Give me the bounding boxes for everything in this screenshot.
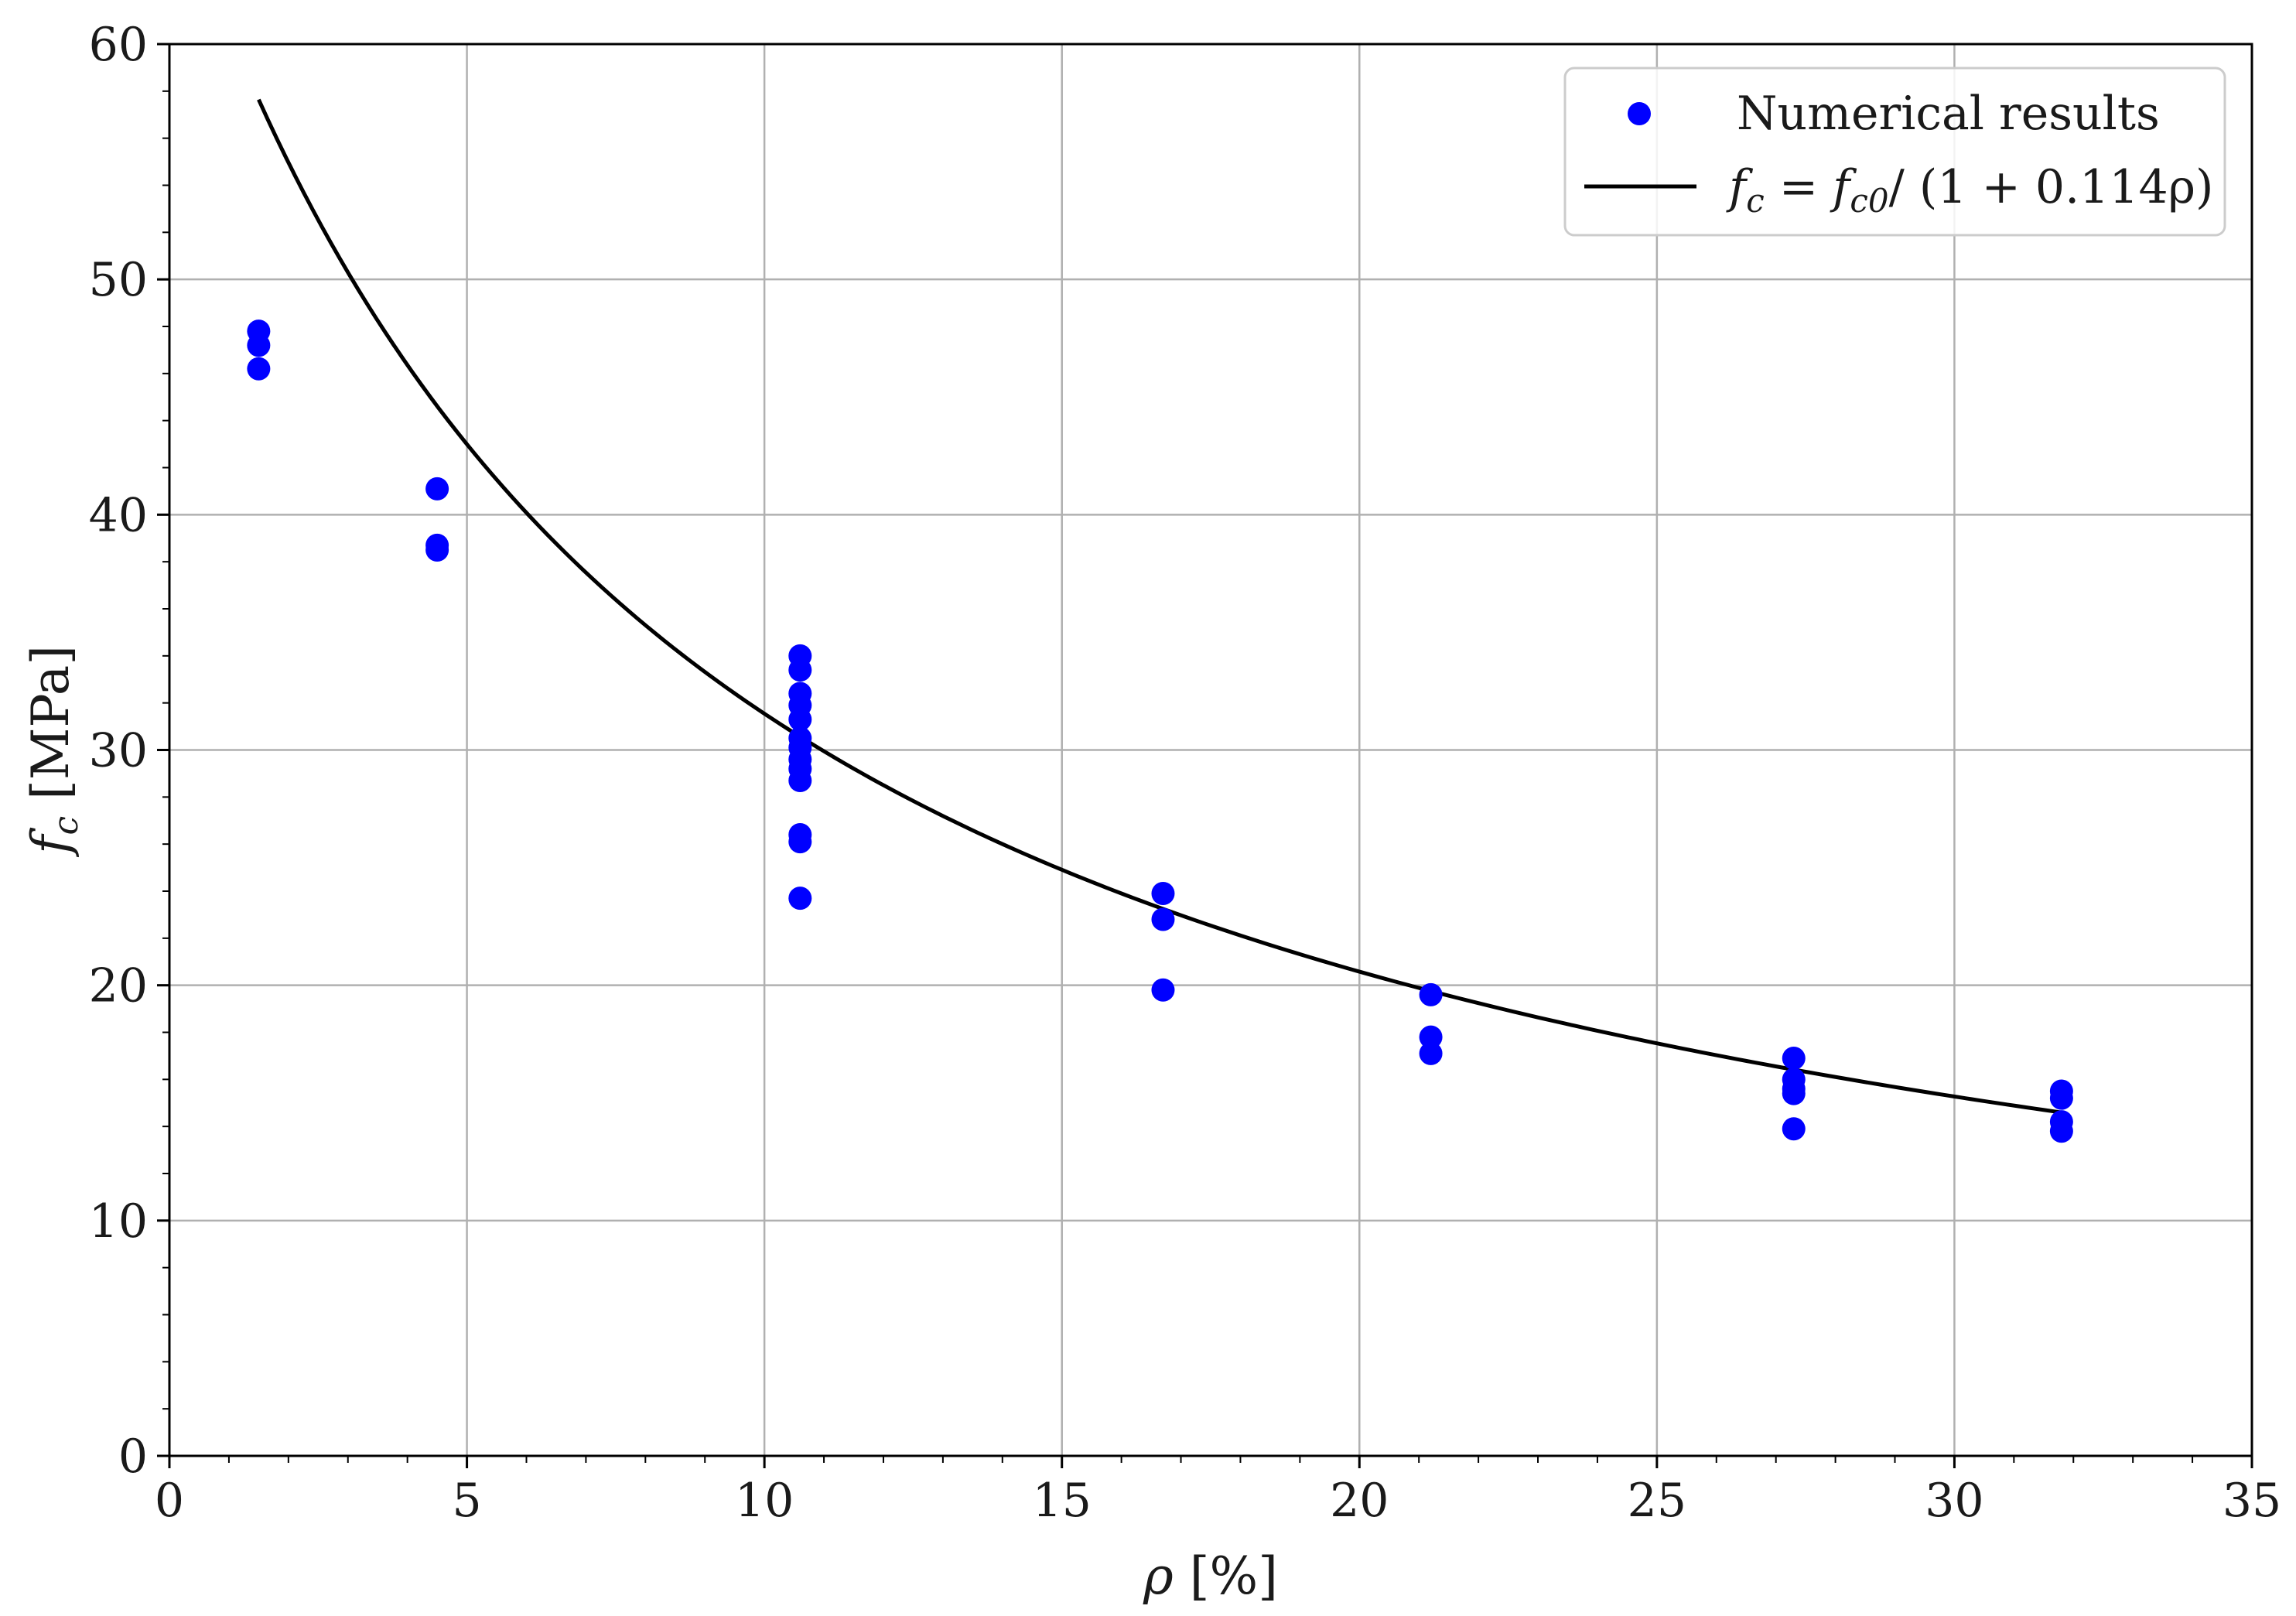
data-point xyxy=(1782,1046,1806,1070)
legend-equals: = xyxy=(1765,160,1833,214)
data-point xyxy=(788,707,812,731)
legend: Numerical results fc = fc0/ (1 + 0.114ρ) xyxy=(1563,67,2226,237)
data-point xyxy=(1419,982,1443,1006)
legend-marker-scatter xyxy=(1628,102,1651,125)
x-axis-symbol: ρ xyxy=(1143,1546,1174,1606)
data-point xyxy=(1782,1117,1806,1141)
data-point xyxy=(788,830,812,854)
legend-label-fit: fc = fc0/ (1 + 0.114ρ) xyxy=(1726,160,2213,220)
data-point xyxy=(1151,882,1175,906)
data-point xyxy=(788,887,812,910)
y-tick-label: 30 xyxy=(89,724,148,778)
scatter-points xyxy=(247,319,2073,1143)
legend-label-scatter: Numerical results xyxy=(1737,87,2160,141)
x-tick-labels: 0 5 10 15 20 25 30 35 xyxy=(155,1474,2281,1528)
data-point xyxy=(2049,1119,2073,1143)
data-point xyxy=(425,538,449,562)
x-tick-label: 30 xyxy=(1925,1474,1983,1528)
data-point xyxy=(1419,1025,1443,1049)
x-axis-label: ρ [%] xyxy=(1143,1546,1278,1606)
data-point xyxy=(788,769,812,793)
y-tick-label: 20 xyxy=(89,959,148,1013)
y-axis-unit: [MPa] xyxy=(21,645,80,816)
legend-fc-sub: c xyxy=(1746,182,1765,220)
major-ticks xyxy=(157,43,2253,1468)
x-axis-unit: [%] xyxy=(1174,1546,1278,1606)
data-point xyxy=(2049,1086,2073,1110)
x-tick-label: 25 xyxy=(1628,1474,1686,1528)
fit-curve-layer xyxy=(257,98,2062,1115)
data-point xyxy=(1782,1081,1806,1105)
y-tick-label: 10 xyxy=(89,1194,148,1249)
data-point xyxy=(247,357,271,381)
grid-lines xyxy=(168,43,2253,1457)
y-tick-labels: 0 10 20 30 40 50 60 xyxy=(89,18,148,1484)
plot-frame xyxy=(168,43,2253,1457)
legend-box xyxy=(1563,67,2226,237)
legend-fc0-sub: c0 xyxy=(1850,182,1888,220)
x-tick-label: 20 xyxy=(1330,1474,1389,1528)
y-tick-label: 60 xyxy=(89,18,148,72)
y-tick-label: 40 xyxy=(89,488,148,542)
data-point xyxy=(788,658,812,682)
x-tick-label: 0 xyxy=(155,1474,184,1528)
data-point xyxy=(247,333,271,357)
y-tick-label: 50 xyxy=(89,253,148,307)
y-tick-label: 0 xyxy=(118,1430,148,1484)
y-axis-subscript: c xyxy=(46,816,86,835)
data-point xyxy=(1151,978,1175,1002)
x-tick-label: 5 xyxy=(452,1474,481,1528)
fit-curve xyxy=(257,98,2062,1115)
legend-rest: / (1 + 0.114ρ) xyxy=(1889,160,2214,214)
data-point xyxy=(1151,907,1175,931)
data-point xyxy=(425,477,449,501)
x-tick-label: 10 xyxy=(735,1474,794,1528)
x-tick-label: 35 xyxy=(2223,1474,2281,1528)
data-point xyxy=(1419,1041,1443,1065)
x-tick-label: 15 xyxy=(1033,1474,1092,1528)
